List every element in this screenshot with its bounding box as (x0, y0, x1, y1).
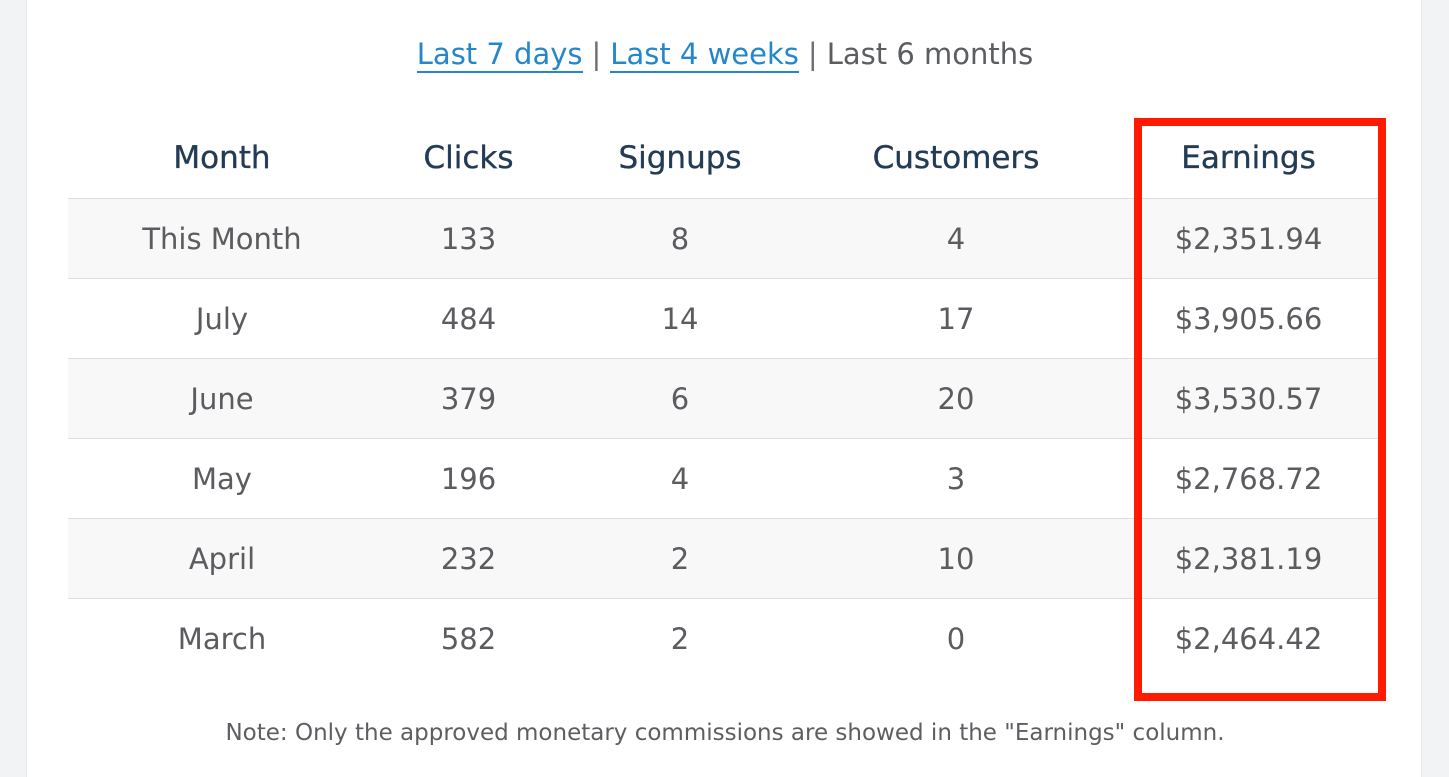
cell-month: March (68, 598, 376, 678)
cell-signups: 2 (561, 518, 799, 599)
cell-clicks: 379 (376, 358, 561, 439)
cell-clicks: 196 (376, 438, 561, 519)
header-clicks: Clicks (423, 140, 514, 176)
cell-earnings: $3,905.66 (1113, 278, 1384, 359)
table-header-row: Month Clicks Signups Customers Earnings (68, 118, 1384, 199)
cell-signups: 6 (561, 358, 799, 439)
header-signups: Signups (618, 140, 742, 176)
cell-clicks: 232 (376, 518, 561, 599)
cell-month: May (68, 438, 376, 519)
table-row: This Month 133 8 4 $2,351.94 (68, 198, 1384, 279)
cell-clicks: 484 (376, 278, 561, 359)
cell-clicks: 582 (376, 598, 561, 678)
cell-signups: 14 (561, 278, 799, 359)
cell-customers: 0 (799, 598, 1113, 678)
date-range-nav: Last 7 days | Last 4 weeks | Last 6 months (27, 34, 1423, 74)
cell-customers: 4 (799, 198, 1113, 279)
range-separator: | (807, 37, 818, 71)
cell-earnings: $2,351.94 (1113, 198, 1384, 279)
cell-signups: 4 (561, 438, 799, 519)
cell-earnings: $2,768.72 (1113, 438, 1384, 519)
cell-earnings: $2,464.42 (1113, 598, 1384, 678)
cell-month: June (68, 358, 376, 439)
stats-table: Month Clicks Signups Customers Earnings … (68, 118, 1384, 678)
range-separator: | (591, 37, 602, 71)
cell-month: April (68, 518, 376, 599)
cell-customers: 17 (799, 278, 1113, 359)
header-earnings: Earnings (1181, 140, 1316, 176)
cell-earnings: $3,530.57 (1113, 358, 1384, 439)
cell-customers: 3 (799, 438, 1113, 519)
cell-month: This Month (68, 198, 376, 279)
range-link-last-4-weeks[interactable]: Last 4 weeks (610, 37, 799, 73)
table-row: June 379 6 20 $3,530.57 (68, 358, 1384, 439)
cell-signups: 8 (561, 198, 799, 279)
cell-signups: 2 (561, 598, 799, 678)
cell-customers: 20 (799, 358, 1113, 439)
range-link-last-7-days[interactable]: Last 7 days (416, 37, 583, 73)
table-row: March 582 2 0 $2,464.42 (68, 598, 1384, 678)
table-row: April 232 2 10 $2,381.19 (68, 518, 1384, 599)
table-row: July 484 14 17 $3,905.66 (68, 278, 1384, 359)
stats-card: Last 7 days | Last 4 weeks | Last 6 months M… (26, 0, 1422, 777)
header-month: Month (173, 140, 271, 176)
cell-earnings: $2,381.19 (1113, 518, 1384, 599)
cell-clicks: 133 (376, 198, 561, 279)
cell-month: July (68, 278, 376, 359)
range-current-last-6-months: Last 6 months (826, 37, 1034, 71)
table-row: May 196 4 3 $2,768.72 (68, 438, 1384, 519)
earnings-note: Note: Only the approved monetary commiss… (225, 720, 1225, 746)
header-customers: Customers (872, 140, 1040, 176)
cell-customers: 10 (799, 518, 1113, 599)
